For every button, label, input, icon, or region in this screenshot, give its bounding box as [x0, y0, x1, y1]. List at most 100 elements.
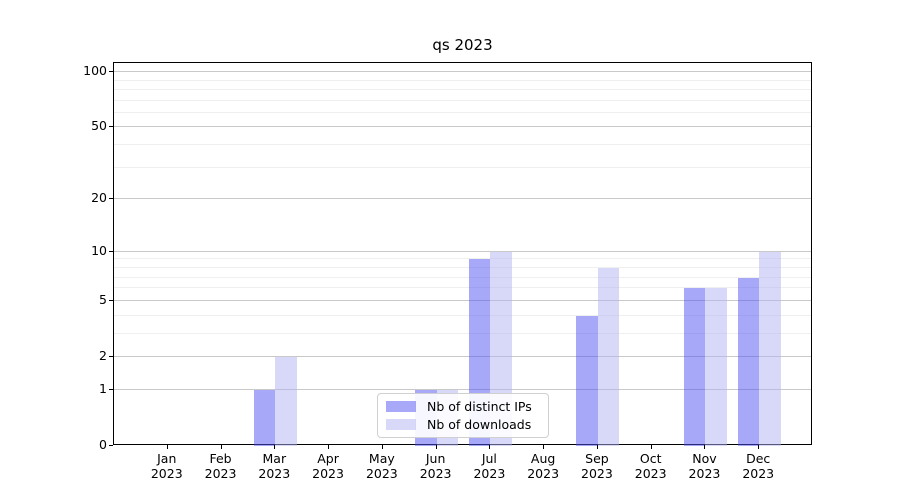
x-tick-label: Oct 2023: [621, 451, 681, 481]
y-axis-tick: [109, 71, 113, 72]
x-label-year: 2023: [365, 466, 398, 481]
y-axis-tick: [109, 389, 113, 390]
minor-gridline: [114, 287, 811, 289]
y-axis-tick: [109, 126, 113, 127]
minor-gridline: [114, 111, 811, 113]
x-axis-tick: [650, 445, 652, 449]
x-tick-label: Jul 2023: [459, 451, 519, 481]
x-tick-label: Mar 2023: [244, 451, 304, 481]
y-axis-tick: [109, 356, 113, 357]
y-axis-label: 1: [99, 380, 107, 396]
x-axis-tick: [435, 445, 437, 449]
bar-nb-of-downloads-nov: [705, 288, 727, 446]
bar-nb-of-downloads-sep: [597, 267, 620, 446]
legend-swatch: [386, 419, 416, 431]
bar-nb-of-distinct-ips-nov: [683, 288, 706, 446]
x-label-year: 2023: [527, 466, 560, 481]
minor-gridline: [114, 276, 811, 278]
y-axis-tick: [109, 445, 113, 446]
x-label-year: 2023: [419, 466, 452, 481]
x-axis-tick: [543, 445, 545, 449]
x-label-year: 2023: [258, 466, 291, 481]
x-label-year: 2023: [150, 466, 183, 481]
minor-gridline: [114, 79, 811, 81]
x-tick-label: Feb 2023: [191, 451, 251, 481]
plot-area: [113, 62, 812, 446]
major-gridline: [114, 388, 811, 390]
x-label-month: May: [368, 451, 395, 466]
major-gridline: [114, 355, 811, 357]
x-label-month: Feb: [209, 451, 232, 466]
x-tick-label: Sep 2023: [567, 451, 627, 481]
legend-swatch: [386, 400, 416, 412]
x-axis-tick: [758, 445, 760, 449]
bar-nb-of-downloads-dec: [759, 251, 781, 446]
minor-gridline: [114, 258, 811, 260]
x-tick-label: Dec 2023: [728, 451, 788, 481]
x-label-month: Nov: [692, 451, 717, 466]
minor-gridline: [114, 88, 811, 90]
bar-nb-of-downloads-mar: [275, 356, 297, 446]
x-tick-label: Jan 2023: [137, 451, 197, 481]
x-axis-tick: [381, 445, 383, 449]
minor-gridline: [114, 332, 811, 334]
x-label-month: Apr: [317, 451, 339, 466]
major-gridline: [114, 71, 811, 73]
x-label-month: Sep: [585, 451, 609, 466]
x-tick-label: Apr 2023: [298, 451, 358, 481]
minor-gridline: [114, 314, 811, 316]
legend-entry: Nb of downloads: [386, 417, 540, 432]
major-gridline: [114, 126, 811, 128]
y-axis-label: 5: [99, 291, 107, 307]
major-gridline: [114, 198, 811, 200]
x-axis-tick: [704, 445, 706, 449]
bar-nb-of-distinct-ips-dec: [737, 277, 760, 446]
y-axis-label: 20: [91, 190, 107, 206]
x-label-year: 2023: [688, 466, 721, 481]
x-tick-label: May 2023: [352, 451, 412, 481]
x-axis-tick: [489, 445, 491, 449]
legend: Nb of distinct IPs Nb of downloads: [377, 393, 549, 438]
x-label-year: 2023: [742, 466, 775, 481]
y-axis-tick: [109, 300, 113, 301]
x-label-month: Jun: [425, 451, 446, 466]
y-axis-label: 2: [99, 347, 107, 363]
minor-gridline: [114, 266, 811, 268]
x-label-year: 2023: [634, 466, 667, 481]
y-axis-label: 10: [91, 242, 107, 258]
x-tick-label: Nov 2023: [674, 451, 734, 481]
legend-entry: Nb of distinct IPs: [386, 399, 540, 414]
minor-gridline: [114, 166, 811, 168]
x-axis-tick: [166, 445, 168, 449]
legend-label: Nb of distinct IPs: [427, 398, 532, 414]
y-axis-label: 0: [99, 437, 107, 452]
x-label-month: Dec: [746, 451, 771, 466]
chart-title: qs 2023: [432, 36, 493, 54]
minor-gridline: [114, 144, 811, 146]
x-axis-tick: [274, 445, 276, 449]
major-gridline: [114, 250, 811, 252]
x-label-year: 2023: [204, 466, 237, 481]
y-axis-label: 50: [91, 118, 107, 134]
bar-nb-of-distinct-ips-mar: [253, 389, 276, 446]
x-label-month: Aug: [530, 451, 556, 466]
x-axis-tick: [596, 445, 598, 449]
x-tick-label: Aug 2023: [513, 451, 573, 481]
minor-gridline: [114, 99, 811, 101]
x-axis-tick: [220, 445, 222, 449]
y-axis-tick: [109, 198, 113, 199]
x-label-month: Jan: [157, 451, 177, 466]
y-axis-tick: [109, 251, 113, 252]
y-axis-label: 100: [83, 63, 107, 79]
x-axis-tick: [328, 445, 330, 449]
x-label-month: Oct: [639, 451, 662, 466]
x-label-year: 2023: [312, 466, 344, 481]
x-tick-label: Jun 2023: [406, 451, 466, 481]
x-label-year: 2023: [473, 466, 506, 481]
x-label-month: Mar: [262, 451, 287, 466]
legend-label: Nb of downloads: [427, 417, 532, 433]
bar-nb-of-distinct-ips-sep: [576, 315, 598, 446]
x-label-year: 2023: [581, 466, 613, 481]
major-gridline: [114, 299, 811, 301]
